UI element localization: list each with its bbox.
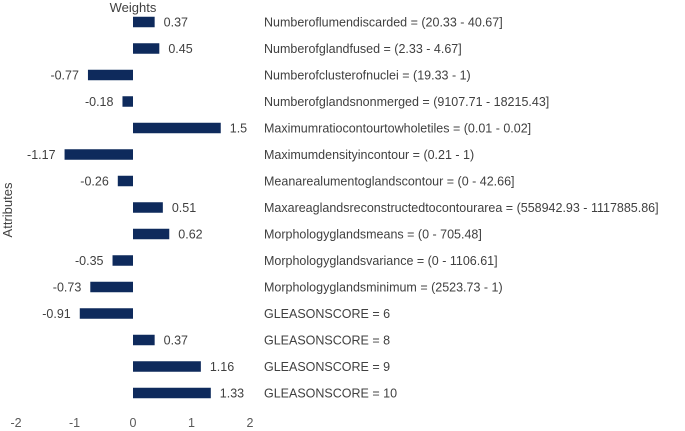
bar-14: [133, 361, 201, 372]
value-label-15: 1.33: [220, 387, 244, 401]
bar-7: [117, 175, 133, 187]
x-axis-ticks: -2 -1 0 1 2: [10, 416, 253, 430]
x-tick-label-3: 0: [130, 416, 137, 430]
category-label-6: Maximumdensityincontour = (0.21 - 1): [264, 148, 474, 162]
category-label-5: Maximumratiocontourtowholetiles = (0.01 …: [264, 122, 531, 136]
bar-4: [122, 96, 133, 107]
bar-15: [133, 387, 211, 399]
bar-2: [133, 43, 160, 54]
category-label-9: Morphologyglandsmeans = (0 - 705.48]: [264, 228, 482, 242]
category-label-14: GLEASONSCORE = 9: [264, 360, 390, 374]
category-label-7: Meanarealumentoglandscontour = (0 - 42.6…: [264, 175, 515, 189]
category-labels-group: Numberoflumendiscarded = (20.33 - 40.67]…: [264, 16, 659, 401]
value-label-11: -0.73: [53, 281, 82, 295]
bar-9: [133, 228, 170, 240]
value-label-12: -0.91: [42, 307, 71, 321]
category-label-13: GLEASONSCORE = 8: [264, 334, 390, 348]
x-tick-label-2: -1: [69, 416, 80, 430]
value-label-2: 0.45: [168, 42, 192, 56]
category-label-4: Numberofglandsnonmerged = (9107.71 - 182…: [264, 95, 549, 109]
category-label-1: Numberoflumendiscarded = (20.33 - 40.67]: [264, 16, 503, 30]
value-label-6: -1.17: [27, 148, 56, 162]
y-axis-label: Attributes: [0, 182, 15, 237]
value-label-5: 1.5: [230, 122, 247, 136]
value-label-3: -0.77: [50, 69, 79, 83]
value-label-13: 0.37: [164, 334, 188, 348]
bar-8: [133, 202, 163, 213]
x-tick-label-4: 1: [188, 416, 195, 430]
category-label-10: Morphologyglandsvariance = (0 - 1106.61]: [264, 254, 498, 268]
value-label-10: -0.35: [75, 254, 104, 268]
value-label-7: -0.26: [80, 175, 109, 189]
value-label-8: 0.51: [172, 201, 196, 215]
category-label-3: Numberofclusterofnuclei = (19.33 - 1): [264, 69, 471, 83]
bar-12: [79, 308, 133, 319]
chart-title: Weights: [110, 0, 157, 15]
x-tick-label-5: 2: [247, 416, 254, 430]
value-label-4: -0.18: [85, 95, 114, 109]
bar-10: [112, 255, 133, 266]
bars-group: [64, 16, 221, 399]
category-label-15: GLEASONSCORE = 10: [264, 387, 397, 401]
bar-6: [64, 149, 133, 160]
category-label-8: Maxareaglandsreconstructedtocontourarea …: [264, 201, 659, 215]
category-label-11: Morphologyglandsminimum = (2523.73 - 1): [264, 281, 503, 295]
category-label-12: GLEASONSCORE = 6: [264, 307, 390, 321]
x-tick-label-1: -2: [10, 416, 21, 430]
value-label-14: 1.16: [210, 360, 234, 374]
bar-11: [90, 281, 133, 293]
value-label-1: 0.37: [164, 16, 188, 30]
value-labels-group: 0.37 0.45 -0.77 -0.18 1.5 -1.17 -0.26 0.51 0.62 -…: [27, 16, 247, 401]
value-label-9: 0.62: [178, 228, 202, 242]
bar-5: [133, 122, 221, 134]
category-label-2: Numberofglandfused = (2.33 - 4.67]: [264, 42, 462, 56]
bar-1: [133, 16, 155, 28]
bar-3: [87, 69, 133, 81]
bar-13: [133, 334, 155, 346]
